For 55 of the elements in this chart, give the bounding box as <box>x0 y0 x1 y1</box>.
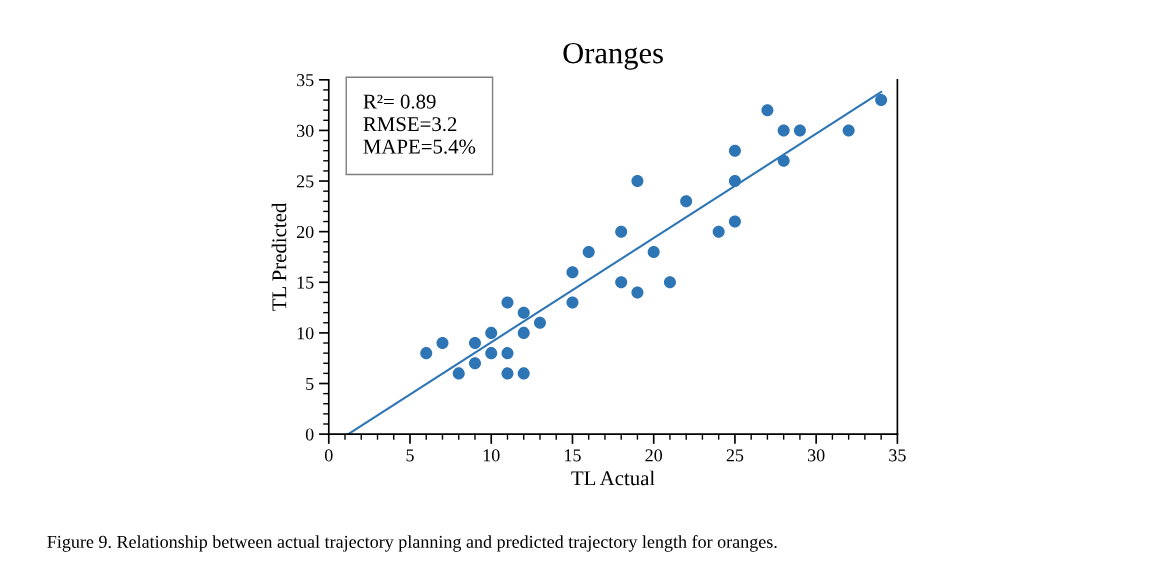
point <box>501 296 514 309</box>
point <box>485 326 498 339</box>
x-tick-label: 25 <box>726 449 744 462</box>
point <box>517 326 530 339</box>
point <box>680 195 693 208</box>
point <box>793 124 806 137</box>
y-axis-title: TL Predicted <box>271 202 287 311</box>
point <box>615 225 628 238</box>
x-tick-label: 5 <box>406 449 414 462</box>
y-tick-label: 0 <box>305 428 314 441</box>
caption: Figure 9. Relationship between actual trajectory planning and predicted trajectory length for oranges. <box>47 535 777 552</box>
point <box>468 357 481 370</box>
point <box>842 124 855 137</box>
point <box>728 215 741 228</box>
x-tick-label: 30 <box>807 449 825 462</box>
point <box>566 266 579 279</box>
point <box>501 367 514 380</box>
point <box>631 286 644 299</box>
y-tick-label: 30 <box>296 124 314 137</box>
x-tick-label: 0 <box>324 449 333 462</box>
point <box>485 347 498 360</box>
y-tick-label: 20 <box>296 225 314 239</box>
point <box>420 347 433 360</box>
point <box>436 337 449 350</box>
point <box>647 245 660 258</box>
point <box>533 316 546 329</box>
point <box>631 175 644 188</box>
point <box>501 347 514 360</box>
point <box>663 276 676 289</box>
point <box>582 245 595 258</box>
y-tick-label: 15 <box>297 276 314 289</box>
point <box>452 367 465 380</box>
point <box>615 276 628 289</box>
point <box>517 306 530 319</box>
point <box>712 225 725 238</box>
y-tick-label: 5 <box>306 377 314 390</box>
point <box>728 144 741 157</box>
point <box>566 296 579 309</box>
point <box>777 124 790 137</box>
y-tick-label: 35 <box>296 74 314 87</box>
y-tick-label: 25 <box>296 175 314 188</box>
point <box>517 367 530 380</box>
chart-title: Oranges <box>563 42 663 70</box>
point <box>468 337 481 350</box>
point <box>777 154 790 167</box>
x-tick-label: 35 <box>889 449 906 462</box>
x-tick-label: 10 <box>483 449 500 462</box>
x-tick-label: 15 <box>565 449 581 462</box>
point <box>761 104 774 117</box>
point <box>875 94 888 107</box>
x-axis-title: TL Actual <box>571 470 655 486</box>
x-tick-label: 20 <box>645 449 663 462</box>
y-tick-label: 10 <box>297 327 314 340</box>
annotation: R²= 0.89 RMSE=3.2 MAPE=5.4% <box>363 94 476 154</box>
point <box>728 175 741 188</box>
